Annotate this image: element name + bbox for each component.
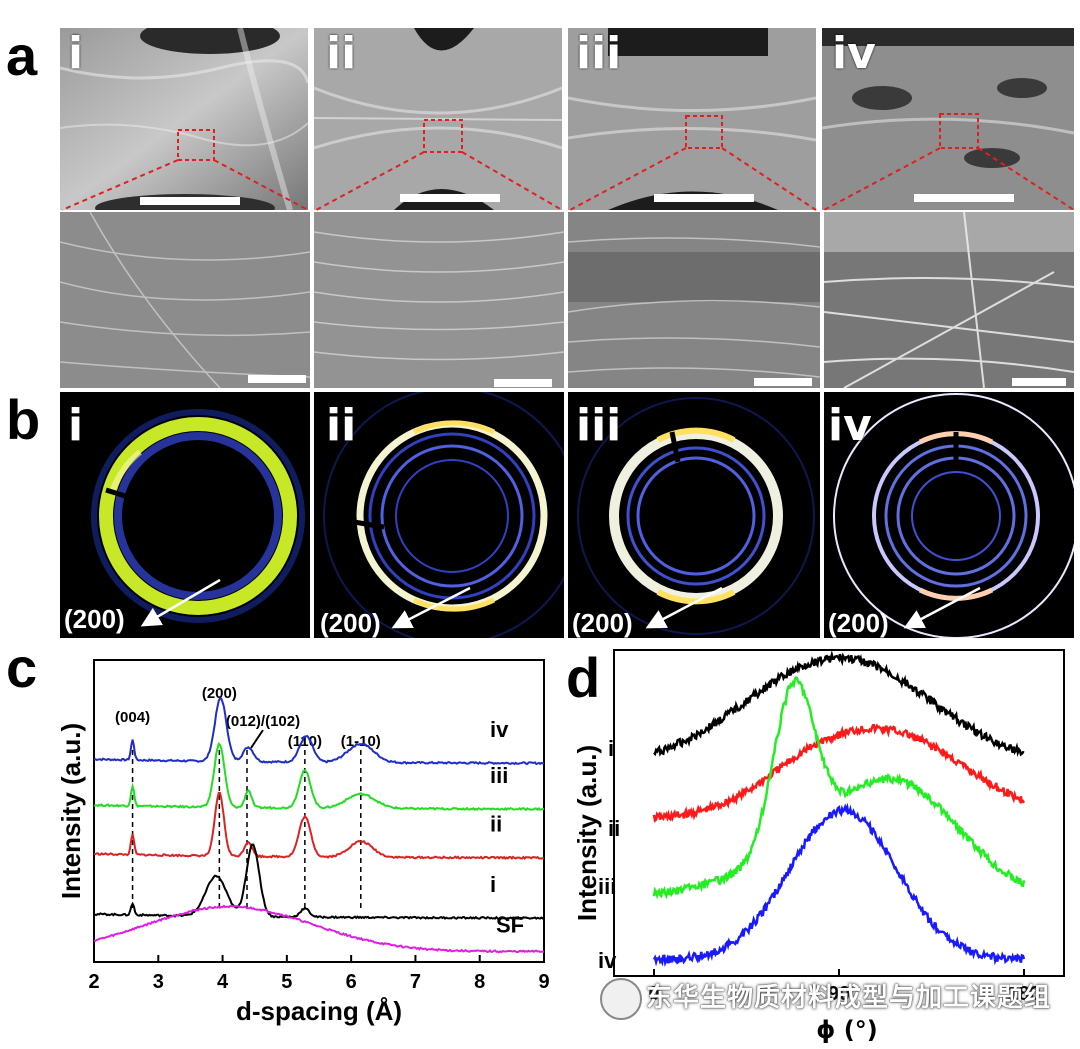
peak-label-200: (200) — [572, 608, 633, 638]
arrow-icon — [645, 586, 723, 629]
panel-a-label-ii: ii — [326, 28, 357, 79]
x-tick-label: 5 — [281, 971, 292, 993]
scale-bar — [248, 375, 306, 383]
series-line — [93, 843, 545, 920]
peak-label-200: (200) — [828, 608, 889, 638]
sem-zoom-image — [568, 212, 820, 388]
sem-zoom-i — [60, 212, 310, 388]
sem-zoom-image — [314, 212, 564, 388]
series-label: i — [490, 872, 496, 897]
arrow-icon — [250, 729, 264, 749]
panel-letter-b: b — [6, 388, 41, 451]
series-line — [93, 791, 545, 861]
sem-zoom-image — [824, 212, 1074, 388]
panel-b-label-ii: ii — [326, 400, 357, 451]
x-tick-label: 3 — [153, 971, 164, 993]
waxd-pattern-i — [60, 392, 310, 638]
series-line — [93, 742, 545, 812]
sem-zoom-iii — [568, 212, 820, 388]
waxd-pattern-iv — [824, 392, 1074, 638]
zoom-connectors — [61, 147, 1075, 211]
waxd-image — [833, 393, 1074, 638]
series-label: ii — [490, 812, 502, 837]
panel-a-label-iv: iv — [832, 28, 876, 79]
series-label: iii — [598, 874, 616, 899]
waxd-pattern-iii — [568, 392, 820, 638]
series-label: i — [608, 736, 614, 761]
x-tick-label: 2 — [88, 971, 99, 993]
scale-bar — [914, 194, 1014, 202]
waxd-image — [323, 392, 564, 638]
x-tick-label: 180 — [1007, 983, 1040, 1005]
series-line — [652, 676, 1026, 900]
x-tick-label: 4 — [217, 971, 229, 993]
panel-a-label-i: i — [68, 28, 84, 79]
xrd-chart: 2 3 4 5 6 7 8 9 d-spacing (Å) Intensity (a.u.) (00… — [56, 659, 550, 1026]
reflection-label: (004) — [115, 709, 150, 726]
series-line — [653, 650, 1025, 758]
x-tick-label: 7 — [410, 971, 421, 993]
arrow-icon — [391, 586, 471, 629]
scale-bar — [754, 378, 812, 386]
waxd-pattern-ii — [314, 392, 564, 638]
y-axis-label: Intensity (a.u.) — [56, 723, 86, 899]
y-axis-label: Intensity (a.u.) — [572, 745, 602, 921]
plot-frame — [93, 659, 545, 963]
scale-bar — [654, 194, 754, 202]
panel-b-label-iv: iv — [828, 400, 872, 451]
watermark-text: 东华生物质材料成型与加工课题组 — [646, 982, 1052, 1012]
scale-bar — [1012, 378, 1066, 386]
sem-overview-ii — [314, 28, 562, 210]
x-tick-label: 9 — [538, 971, 549, 993]
waxd-image — [91, 409, 305, 623]
peak-arrows — [140, 578, 981, 629]
peak-label-200: (200) — [320, 608, 381, 638]
sem-zoom-image — [60, 212, 310, 388]
x-tick-label: 6 — [346, 971, 357, 993]
sem-zoom-ii — [314, 212, 564, 388]
series-label: iv — [490, 717, 509, 742]
series-label: iv — [598, 948, 617, 973]
scale-bar — [494, 379, 552, 387]
peak-label-200: (200) — [64, 604, 125, 634]
sem-overview-image — [314, 28, 562, 210]
series-label: ii — [608, 816, 620, 841]
series-label: iii — [490, 763, 508, 788]
scale-bar — [400, 194, 500, 202]
panel-a-label-iii: iii — [576, 28, 622, 79]
scale-bar — [140, 197, 240, 205]
reflection-label: (1-10) — [341, 733, 381, 750]
series-line — [93, 904, 545, 954]
x-axis-label: d-spacing (Å) — [236, 996, 402, 1026]
x-tick-label: 90 — [828, 983, 850, 1005]
series-line — [652, 723, 1026, 823]
sem-zoom-iv — [824, 212, 1074, 388]
x-axis-label: ϕ (°) — [816, 1016, 877, 1044]
series-label: SF — [496, 912, 524, 937]
x-tick-label: 0 — [648, 983, 659, 1005]
panel-letter-c: c — [6, 636, 38, 699]
panel-letter-d: d — [566, 646, 601, 709]
sem-overview-image — [822, 28, 1074, 210]
panel-b-label-iii: iii — [576, 400, 622, 451]
arrow-icon — [140, 578, 221, 627]
wechat-icon — [600, 978, 642, 1020]
reflection-label: (200) — [202, 685, 237, 702]
series-line — [652, 802, 1026, 968]
series-line — [93, 697, 545, 766]
sem-overview-iv — [822, 28, 1074, 210]
reflection-label: (012)/(102) — [226, 713, 300, 730]
panel-letter-a: a — [6, 24, 38, 87]
arrow-icon — [903, 586, 981, 629]
waxd-image — [577, 397, 815, 635]
x-tick-label: 8 — [474, 971, 485, 993]
panel-b-label-i: i — [68, 400, 84, 451]
